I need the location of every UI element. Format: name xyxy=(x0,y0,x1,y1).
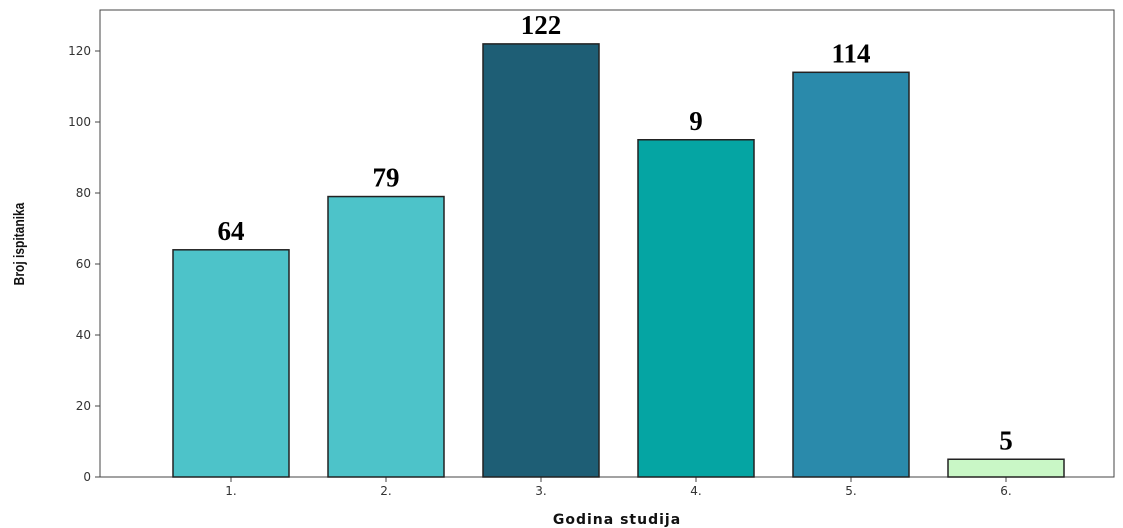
x-axis-title: Godina studija xyxy=(553,512,681,528)
plot-frame xyxy=(99,9,1115,478)
x-tick-label: 1. xyxy=(225,484,236,498)
bar-value-label: 79 xyxy=(373,163,400,193)
bar-value-label: 122 xyxy=(521,10,562,40)
y-axis: 0 20 40 60 80 100 120 xyxy=(68,44,100,484)
y-tick-label: 20 xyxy=(76,399,91,413)
x-axis: 1. 2. 3. 4. 5. 6. xyxy=(225,477,1012,498)
data-labels: 64 79 122 9 114 5 xyxy=(218,10,1013,455)
x-tick-label: 5. xyxy=(845,484,856,498)
bar xyxy=(482,43,600,478)
y-tick-label: 60 xyxy=(76,257,91,271)
x-tick-label: 2. xyxy=(380,484,391,498)
bar-value-label: 5 xyxy=(999,425,1013,455)
bar-value-label: 9 xyxy=(689,106,703,136)
bar-value-label: 64 xyxy=(218,216,245,246)
x-tick-label: 3. xyxy=(535,484,546,498)
bar xyxy=(637,139,755,478)
bar-value-label: 114 xyxy=(831,38,870,68)
bar xyxy=(792,71,910,478)
y-axis-title: Broj ispitanika xyxy=(11,202,28,285)
y-tick-label: 100 xyxy=(68,115,91,129)
x-tick-label: 6. xyxy=(1000,484,1011,498)
y-tick-label: 40 xyxy=(76,328,91,342)
bar xyxy=(947,458,1065,478)
y-tick-label: 0 xyxy=(83,470,91,484)
x-tick-label: 4. xyxy=(690,484,701,498)
y-tick-label: 80 xyxy=(76,186,91,200)
y-tick-label: 120 xyxy=(68,44,91,58)
bar xyxy=(327,195,445,478)
bars xyxy=(172,43,1065,478)
bar xyxy=(172,249,290,478)
